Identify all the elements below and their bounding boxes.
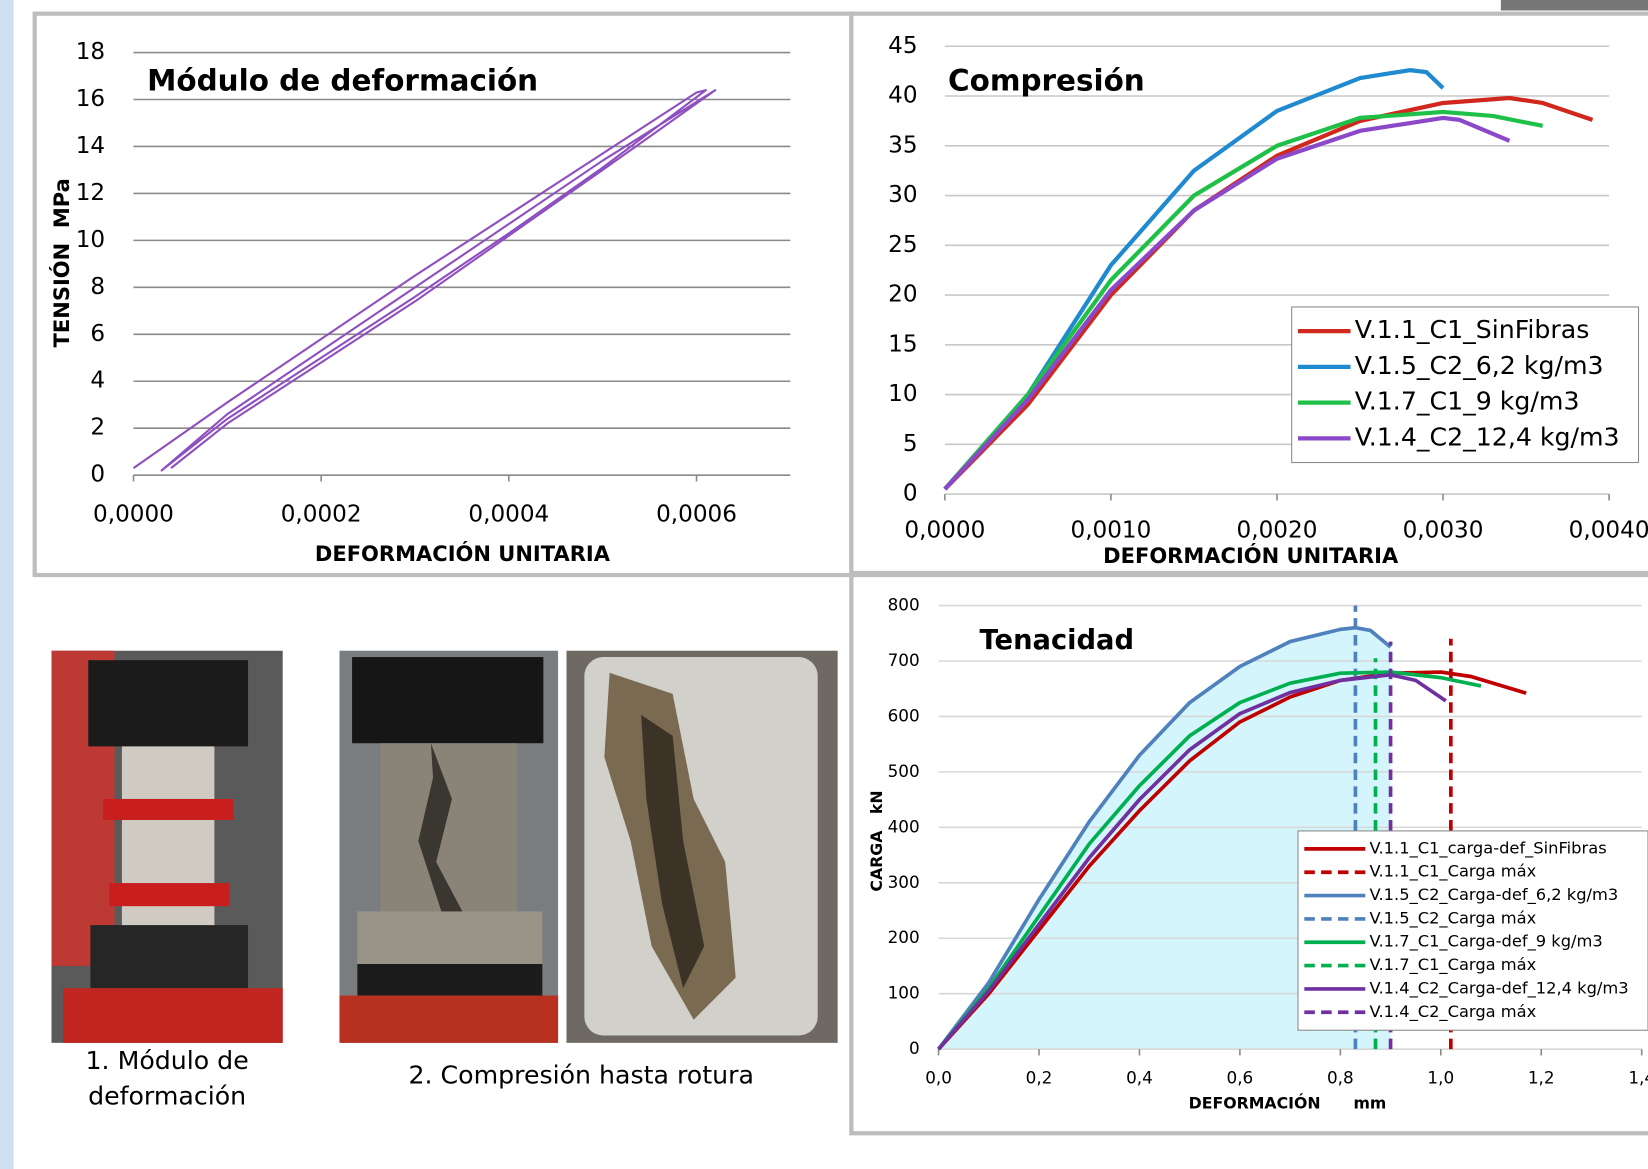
- page: 1. Módulo de deformación 2. Compresión h…: [0, 0, 1648, 1169]
- y-tick-label: 30: [888, 182, 917, 208]
- y-tick-label: 10: [888, 381, 917, 407]
- legend-label: V.1.4_C2_Carga-def_12,4 kg/m3: [1369, 978, 1628, 998]
- x-tick-label: 1,4: [1628, 1068, 1648, 1088]
- y-tick-label: 200: [888, 927, 920, 947]
- x-tick-label: 0,0040: [1569, 517, 1648, 543]
- photo: [567, 651, 838, 1043]
- y-tick-label: 12: [76, 180, 105, 206]
- caption: deformación: [88, 1082, 246, 1111]
- panel: [35, 14, 852, 575]
- x-tick-label: 0,0010: [1070, 517, 1151, 543]
- x-tick-label: 0,0004: [468, 502, 549, 528]
- legend-label: V.1.7_C1_Carga máx: [1369, 955, 1536, 975]
- y-tick-label: 400: [888, 816, 920, 836]
- y-tick-label: 300: [888, 872, 920, 892]
- x-axis-title: DEFORMACIÓN UNITARIA: [1103, 543, 1399, 568]
- y-tick-label: 800: [888, 595, 920, 615]
- chart-title: Tenacidad: [980, 625, 1134, 656]
- y-tick-label: 4: [90, 368, 105, 394]
- caption: 1. Módulo de: [86, 1046, 249, 1075]
- y-tick-label: 45: [888, 33, 917, 59]
- x-axis-title: DEFORMACIÓN mm: [1189, 1093, 1387, 1112]
- y-tick-label: 100: [888, 983, 920, 1003]
- y-tick-label: 6: [90, 321, 105, 347]
- side-stripe: [0, 0, 14, 1169]
- panel: [851, 14, 1648, 573]
- x-tick-label: 0,2: [1026, 1068, 1053, 1088]
- y-tick-label: 18: [76, 39, 105, 65]
- legend-label: V.1.5_C2_6,2 kg/m3: [1355, 351, 1604, 380]
- x-tick-label: 0,4: [1126, 1068, 1153, 1088]
- x-tick-label: 1,2: [1528, 1068, 1555, 1088]
- chart-title: Módulo de deformación: [147, 63, 538, 97]
- y-tick-label: 25: [888, 232, 917, 258]
- y-tick-label: 0: [90, 462, 105, 488]
- legend-label: V.1.1_C1_Carga máx: [1369, 862, 1536, 882]
- y-axis-title: CARGA kN: [867, 790, 886, 891]
- y-tick-label: 40: [888, 83, 917, 109]
- y-tick-label: 15: [888, 331, 917, 357]
- x-tick-label: 0,0030: [1403, 517, 1484, 543]
- x-tick-label: 0,0000: [93, 502, 174, 528]
- x-tick-label: 0,0006: [656, 502, 737, 528]
- x-tick-label: 0,0020: [1237, 517, 1318, 543]
- chart-title: Compresión: [948, 63, 1145, 97]
- x-tick-label: 0,0000: [904, 517, 985, 543]
- y-tick-label: 5: [903, 431, 918, 457]
- figure: 1. Módulo de deformación 2. Compresión h…: [0, 0, 1648, 1169]
- x-axis-title: DEFORMACIÓN UNITARIA: [315, 541, 611, 566]
- legend-label: V.1.7_C1_9 kg/m3: [1355, 387, 1580, 416]
- legend-label: V.1.1_C1_SinFibras: [1355, 315, 1590, 344]
- x-tick-label: 0,6: [1227, 1068, 1254, 1088]
- y-tick-label: 10: [76, 227, 105, 253]
- y-tick-label: 500: [888, 761, 920, 781]
- y-tick-label: 20: [888, 282, 917, 308]
- y-tick-label: 700: [888, 650, 920, 670]
- y-tick-label: 2: [90, 415, 105, 441]
- photo-fragment: [1501, 0, 1648, 11]
- legend-label: V.1.7_C1_Carga-def_9 kg/m3: [1369, 932, 1602, 952]
- photo: [52, 651, 283, 1043]
- y-axis-title: TENSIÓN MPa: [49, 178, 74, 347]
- photo: [339, 651, 558, 1043]
- x-tick-label: 0,0002: [281, 502, 362, 528]
- x-tick-label: 0,8: [1327, 1068, 1354, 1088]
- legend-label: V.1.4_C2_12,4 kg/m3: [1355, 422, 1620, 451]
- legend-label: V.1.5_C2_Carga-def_6,2 kg/m3: [1369, 885, 1618, 905]
- y-tick-label: 14: [76, 133, 105, 159]
- x-tick-label: 1,0: [1427, 1068, 1454, 1088]
- y-tick-label: 0: [903, 481, 918, 507]
- legend-label: V.1.1_C1_carga-def_SinFibras: [1369, 838, 1606, 858]
- legend-label: V.1.4_C2_Carga máx: [1369, 1002, 1536, 1022]
- caption: 2. Compresión hasta rotura: [408, 1060, 753, 1089]
- legend-label: V.1.5_C2_Carga máx: [1369, 908, 1536, 928]
- y-tick-label: 35: [888, 132, 917, 158]
- y-tick-label: 600: [888, 705, 920, 725]
- y-tick-label: 0: [909, 1038, 920, 1058]
- y-tick-label: 16: [76, 86, 105, 112]
- y-tick-label: 8: [90, 274, 105, 300]
- x-tick-label: 0,0: [925, 1068, 952, 1088]
